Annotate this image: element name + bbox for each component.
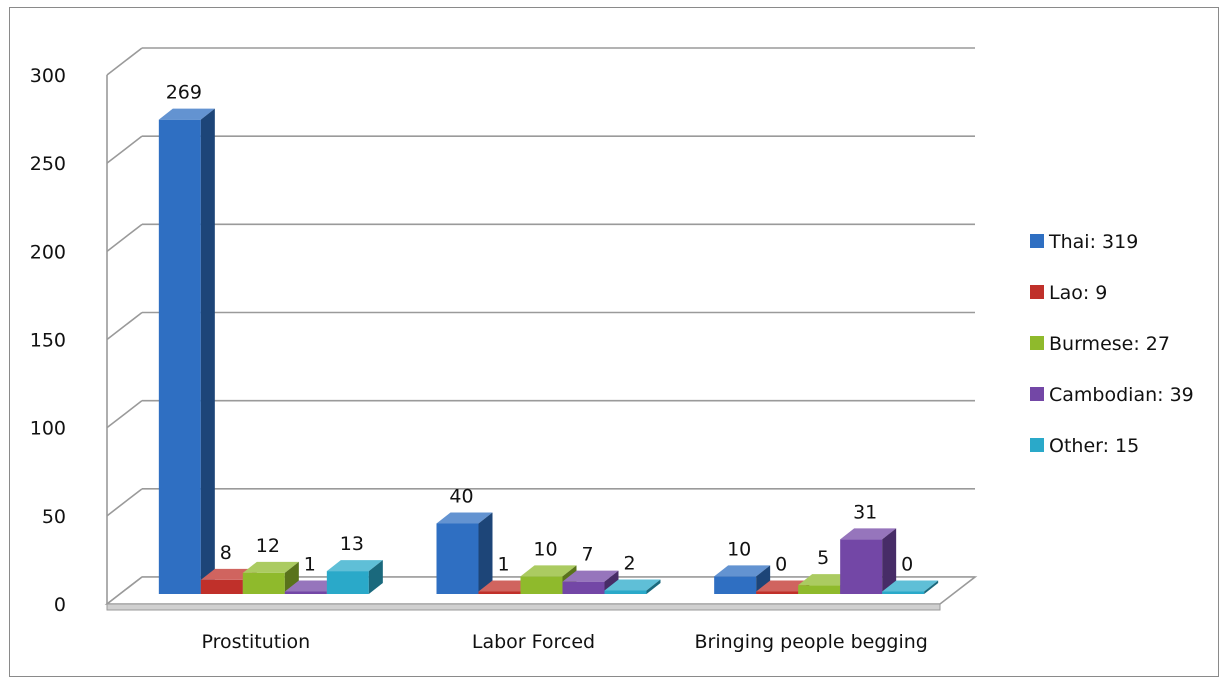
data-label: 5 bbox=[817, 547, 829, 569]
gridline-side bbox=[106, 47, 143, 76]
data-label: 0 bbox=[901, 554, 913, 576]
bar-front bbox=[798, 585, 841, 594]
floor-edge bbox=[106, 603, 941, 611]
bar-front bbox=[714, 576, 757, 594]
data-label: 0 bbox=[775, 554, 787, 576]
bar-side bbox=[284, 561, 299, 594]
bar-side bbox=[368, 560, 383, 594]
bar-front bbox=[756, 591, 799, 594]
bar-side bbox=[924, 580, 939, 594]
legend-swatch bbox=[1030, 438, 1044, 452]
bar-front bbox=[326, 571, 369, 594]
gridline-side bbox=[106, 223, 143, 252]
bar-top bbox=[840, 528, 897, 540]
bar bbox=[604, 579, 661, 594]
x-tick-label: Prostitution bbox=[202, 631, 311, 653]
legend-swatch bbox=[1030, 234, 1044, 248]
legend-label: Burmese: 27 bbox=[1049, 333, 1170, 355]
bar bbox=[158, 108, 215, 594]
legend-label: Cambodian: 39 bbox=[1049, 384, 1194, 406]
data-label: 31 bbox=[853, 501, 877, 523]
y-tick-label: 150 bbox=[30, 330, 66, 352]
legend-item: Other: 15 bbox=[1030, 435, 1139, 457]
data-label: 269 bbox=[166, 82, 202, 104]
legend-swatch bbox=[1030, 285, 1044, 299]
gridline-side bbox=[106, 135, 143, 164]
legend-item: Burmese: 27 bbox=[1030, 333, 1170, 355]
legend-item: Cambodian: 39 bbox=[1030, 384, 1194, 406]
data-label: 7 bbox=[581, 544, 593, 566]
bar-front bbox=[840, 539, 883, 594]
x-tick-label: Bringing people begging bbox=[694, 631, 927, 653]
bar-side bbox=[882, 528, 897, 594]
bar-top bbox=[242, 561, 299, 573]
bar-front bbox=[242, 572, 285, 594]
gridlines bbox=[106, 47, 975, 605]
bar-side bbox=[646, 579, 661, 594]
legend-item: Thai: 319 bbox=[1030, 231, 1138, 253]
legend-label: Other: 15 bbox=[1049, 435, 1139, 457]
y-tick-label: 200 bbox=[30, 241, 66, 263]
legend-swatch bbox=[1030, 336, 1044, 350]
bar bbox=[436, 512, 493, 594]
bar-front bbox=[478, 591, 521, 594]
data-label: 13 bbox=[340, 533, 364, 555]
bar-top bbox=[604, 579, 661, 591]
bar-side bbox=[756, 565, 771, 594]
bar-front bbox=[604, 590, 647, 594]
bar-top bbox=[436, 512, 493, 524]
bar-side bbox=[478, 512, 493, 594]
data-label: 8 bbox=[220, 542, 232, 564]
y-tick-label: 50 bbox=[42, 506, 66, 528]
bar-top bbox=[714, 565, 771, 577]
bar bbox=[882, 580, 939, 594]
bar-front bbox=[284, 591, 327, 594]
bar-front bbox=[158, 119, 201, 594]
legend: Thai: 319 Lao: 9 Burmese: 27 Cambodian: 39 O… bbox=[1030, 231, 1194, 457]
gridline-side bbox=[106, 400, 143, 429]
legend-swatch bbox=[1030, 387, 1044, 401]
legend-label: Lao: 9 bbox=[1049, 282, 1107, 304]
bar-front bbox=[882, 591, 925, 594]
bar-front bbox=[520, 576, 563, 594]
bar bbox=[242, 561, 299, 594]
y-tick-label: 250 bbox=[30, 153, 66, 175]
bar-front bbox=[562, 581, 605, 594]
y-tick-label: 100 bbox=[30, 418, 66, 440]
bar-top bbox=[520, 565, 577, 577]
bar bbox=[326, 560, 383, 594]
data-label: 2 bbox=[623, 552, 635, 574]
gridline-side bbox=[106, 488, 143, 517]
bar-front bbox=[436, 523, 479, 594]
data-label: 12 bbox=[256, 535, 280, 557]
data-label: 40 bbox=[449, 485, 473, 507]
x-tick-label: Labor Forced bbox=[472, 631, 595, 653]
bar bbox=[840, 528, 897, 594]
gridline-side bbox=[106, 311, 143, 341]
bar-top bbox=[326, 560, 383, 572]
y-tick-label: 0 bbox=[54, 594, 66, 616]
data-label: 10 bbox=[727, 538, 751, 560]
data-label: 1 bbox=[304, 554, 316, 576]
legend-item: Lao: 9 bbox=[1030, 282, 1107, 304]
bar-side bbox=[200, 108, 215, 594]
bar-top bbox=[158, 108, 215, 120]
bar bbox=[714, 565, 771, 594]
bar bbox=[562, 570, 619, 594]
data-label: 1 bbox=[497, 554, 509, 576]
data-label: 10 bbox=[533, 538, 557, 560]
bars bbox=[158, 108, 939, 594]
bar-top bbox=[882, 580, 939, 592]
y-tick-label: 300 bbox=[30, 65, 66, 87]
legend-label: Thai: 319 bbox=[1048, 231, 1138, 253]
bar-top bbox=[562, 570, 619, 582]
bar-front bbox=[200, 579, 243, 594]
